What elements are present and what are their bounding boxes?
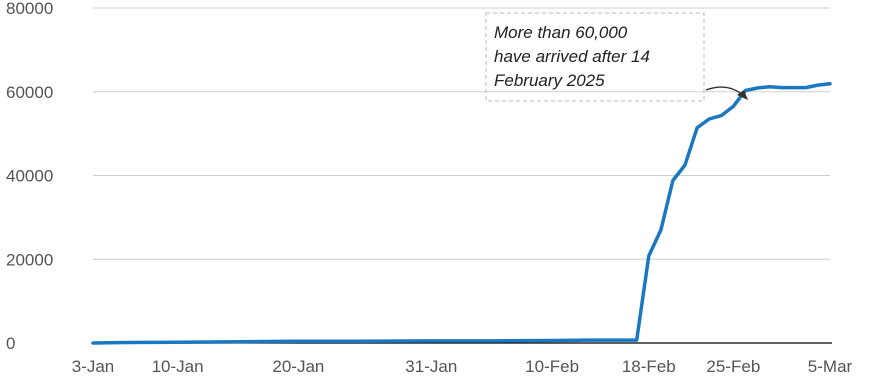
y-axis-ticks: 0 20000 40000 60000 80000 <box>6 0 53 353</box>
x-tick-label: 31-Jan <box>405 357 457 376</box>
x-tick-label: 25-Feb <box>706 357 760 376</box>
y-tick-label: 40000 <box>6 167 53 186</box>
annotation-line-1: More than 60,000 <box>494 23 628 42</box>
gridlines <box>93 7 830 260</box>
annotation-arrowhead <box>737 90 748 100</box>
x-tick-label: 10-Jan <box>152 357 204 376</box>
annotation-line-3: February 2025 <box>494 71 605 90</box>
y-tick-label: 60000 <box>6 83 53 102</box>
annotation-line-2: have arrived after 14 <box>494 47 650 66</box>
x-tick-label: 20-Jan <box>272 357 324 376</box>
x-tick-label: 18-Feb <box>622 357 676 376</box>
annotation-box <box>485 12 705 102</box>
x-tick-label: 5-Mar <box>808 357 853 376</box>
annotation: More than 60,000 have arrived after 14 F… <box>485 12 748 102</box>
x-tick-label: 3-Jan <box>72 357 115 376</box>
y-tick-label: 80000 <box>6 0 53 18</box>
x-tick-label: 10-Feb <box>525 357 579 376</box>
x-axis-ticks: 3-Jan 10-Jan 20-Jan 31-Jan 10-Feb 18-Feb 25-Fe… <box>72 357 853 376</box>
y-tick-label: 0 <box>6 334 15 353</box>
series-line <box>91 82 832 345</box>
y-tick-label: 20000 <box>6 250 53 269</box>
